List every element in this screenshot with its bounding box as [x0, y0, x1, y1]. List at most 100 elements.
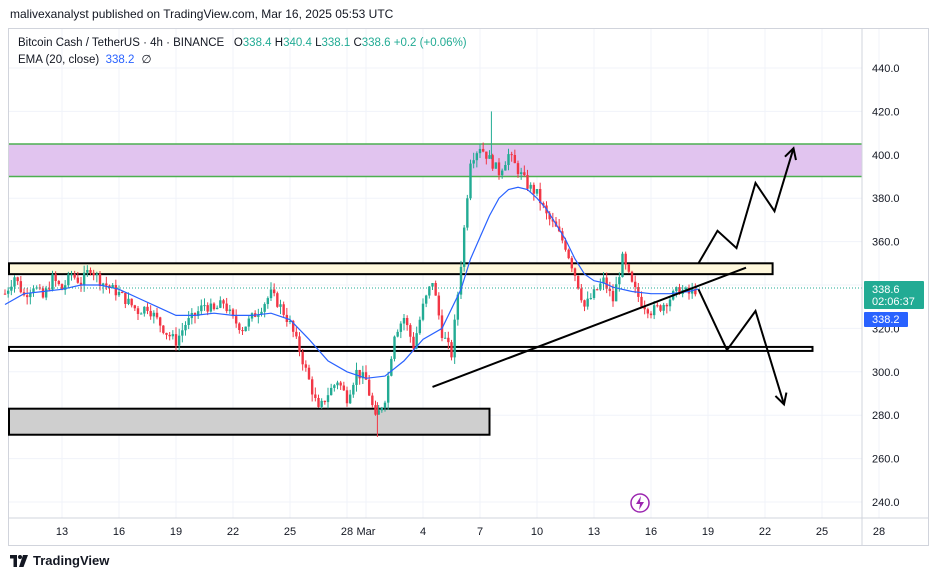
candle-body — [310, 379, 314, 395]
candle-body — [361, 372, 365, 379]
candle-body — [472, 160, 475, 164]
price-tags-layer: 338.602:06:37 338.2 — [864, 281, 924, 328]
candle-body — [41, 288, 45, 298]
candle-body — [415, 333, 418, 349]
candle-body — [73, 274, 76, 278]
chart-frame[interactable] — [8, 28, 929, 546]
zones-layer — [8, 143, 862, 436]
candle-body — [431, 283, 434, 287]
mid-zone — [8, 262, 774, 276]
candle-body — [355, 369, 358, 385]
candle-body — [443, 337, 447, 339]
candle-body — [586, 298, 589, 307]
candle-body — [320, 400, 323, 407]
candle-body — [120, 291, 124, 293]
x-tick-label: 28 — [873, 526, 885, 538]
candle-body — [551, 219, 555, 222]
lightning-bolt — [636, 496, 644, 510]
candle-body — [317, 397, 320, 407]
candle-body — [367, 379, 371, 396]
bullish-projection — [697, 148, 795, 264]
candle-body — [95, 273, 99, 276]
candle-body — [146, 306, 149, 311]
candle-body — [228, 309, 232, 312]
candle-body — [424, 295, 428, 304]
candle-body — [649, 313, 653, 316]
candle-body — [643, 306, 646, 310]
x-tick-label: 4 — [420, 526, 426, 538]
x-tick-label: 13 — [56, 526, 68, 538]
candle-body — [54, 274, 57, 281]
ema-visibility-icon[interactable]: ∅ — [141, 54, 152, 66]
high-label: H — [274, 37, 284, 49]
bearish-projection — [697, 288, 785, 405]
candle-body — [624, 253, 627, 265]
candle-body — [136, 308, 140, 314]
candle-body — [200, 305, 203, 312]
candle-body — [105, 283, 108, 286]
candle-body — [383, 402, 387, 408]
candle-body — [257, 314, 260, 317]
candle-body — [567, 249, 570, 259]
candle-body — [298, 336, 301, 352]
y-tick-label: 440.0 — [872, 63, 900, 75]
candle-body — [576, 275, 580, 289]
axes-layer: 440.0420.0400.0380.0360.0340.0320.0300.0… — [9, 29, 929, 545]
low-value: 338.1 — [321, 37, 351, 49]
candle-body — [51, 274, 54, 290]
candle-body — [86, 270, 89, 273]
candle-body — [497, 162, 501, 176]
candle-body — [611, 290, 615, 302]
candle-body — [124, 292, 127, 305]
candle-body — [377, 410, 380, 415]
candle-body — [488, 155, 491, 159]
candle-body — [386, 375, 390, 403]
symbol-title[interactable]: Bitcoin Cash / TetherUS · 4h · BINANCE — [18, 37, 225, 49]
high-value: 340.4 — [283, 37, 312, 49]
last-price-text: 338.6 — [872, 284, 900, 296]
candle-body — [466, 198, 469, 228]
x-tick-label: 7 — [477, 526, 483, 538]
candle-body — [231, 309, 235, 317]
candle-body — [694, 288, 697, 295]
candle-body — [412, 336, 415, 349]
tradingview-logo[interactable]: TradingView — [10, 553, 109, 568]
candle-body — [599, 283, 602, 290]
candle-body — [314, 394, 317, 398]
event-lightning-icon — [630, 493, 650, 513]
candle-body — [447, 337, 450, 343]
candle-body — [348, 394, 352, 404]
candle-body — [589, 298, 593, 300]
candle-body — [659, 305, 662, 311]
candle-body — [592, 289, 596, 299]
support-zone — [8, 407, 491, 436]
candle-body — [32, 288, 35, 293]
candle-body — [171, 334, 175, 337]
x-tick-label: 22 — [759, 526, 771, 538]
y-tick-label: 380.0 — [872, 193, 900, 205]
candle-body — [295, 331, 298, 337]
candle-body — [244, 326, 247, 332]
candle-body — [89, 270, 92, 273]
candle-body — [570, 258, 574, 269]
candle-body — [238, 323, 241, 331]
ema-line — [4, 186, 699, 379]
candle-body — [3, 293, 7, 295]
change-value: +0.2 (+0.06%) — [393, 37, 467, 49]
candle-body — [13, 277, 16, 287]
x-tick-label: 16 — [645, 526, 657, 538]
candle-body — [70, 274, 73, 276]
x-tick-label: 22 — [227, 526, 239, 538]
candle-body — [10, 286, 13, 291]
ema-label[interactable]: EMA (20, close) — [18, 54, 100, 66]
bullish-arrowhead — [784, 146, 797, 161]
candle-body — [196, 311, 200, 317]
candle-body — [263, 304, 266, 312]
candle-body — [504, 165, 507, 171]
candle-body — [453, 319, 456, 358]
candle-body — [440, 315, 444, 338]
candle-body — [608, 288, 612, 291]
candle-body — [326, 395, 330, 403]
y-tick-label: 280.0 — [872, 410, 900, 422]
